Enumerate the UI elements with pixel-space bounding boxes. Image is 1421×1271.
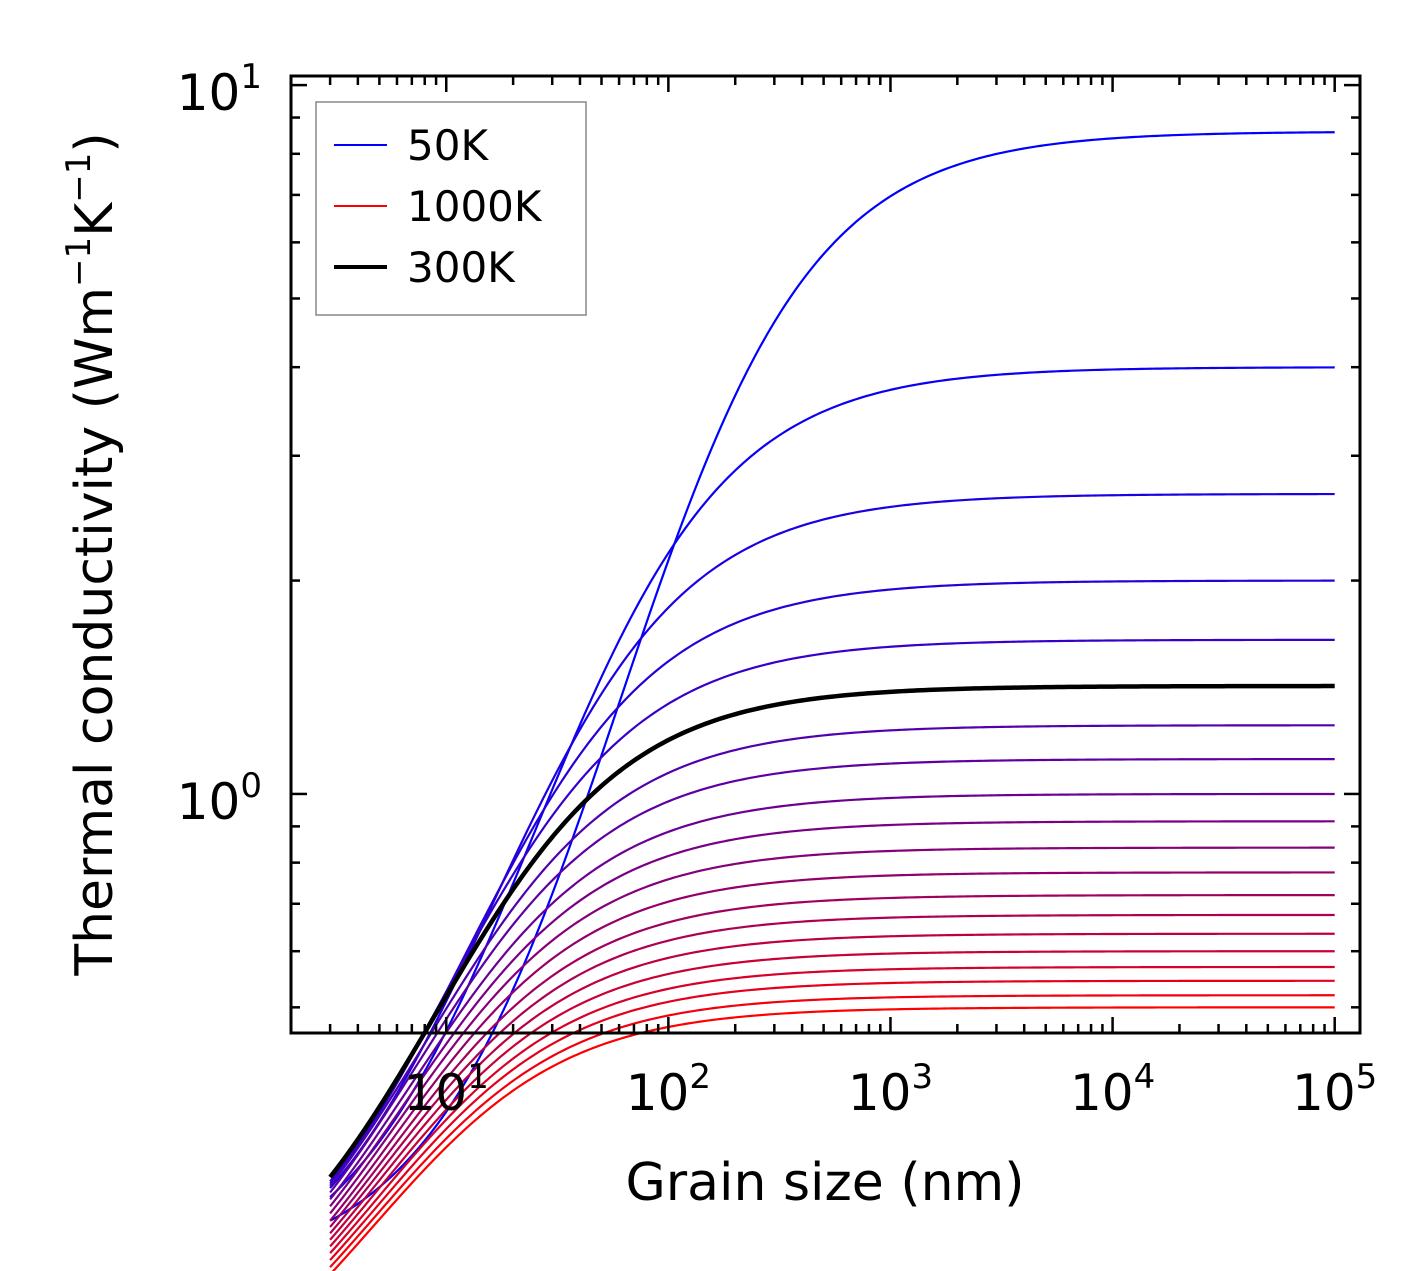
series-line-500k	[329, 820, 1335, 1207]
series-line-250k	[329, 638, 1335, 1183]
x-axis-label: Grain size (nm)	[625, 1153, 1024, 1213]
series-line-750k	[329, 932, 1335, 1241]
series-line-100k	[329, 366, 1335, 1198]
series-line-900k	[329, 979, 1335, 1261]
y-tick-label-1: 100	[177, 766, 262, 831]
series-line-350k	[329, 724, 1335, 1187]
series-line-400k	[329, 757, 1335, 1194]
legend-box	[315, 101, 587, 316]
plot-area-frame	[289, 74, 1362, 1035]
x-tick-label-10: 101	[404, 1057, 489, 1122]
x-tick-label-10000: 104	[1070, 1057, 1155, 1122]
series-line-450k	[329, 792, 1335, 1200]
series-line-850k	[329, 965, 1335, 1254]
series-line-950k	[329, 994, 1335, 1268]
y-axis-label-suffix: )	[65, 132, 125, 152]
series-line-650k	[329, 894, 1335, 1228]
series-line-1000k	[331, 1006, 1335, 1271]
y-axis-label-sup1: −1	[59, 237, 99, 287]
series-line-200k	[329, 579, 1335, 1185]
y-axis-label: Thermal conductivity (Wm−1K−1)	[59, 132, 125, 976]
x-tick-label-100: 102	[626, 1057, 711, 1122]
y-axis-label-sup2: −1	[59, 153, 99, 203]
y-axis-label-mid: K	[65, 201, 125, 237]
y-tick-label-10: 101	[177, 57, 262, 122]
series-line-300k	[328, 683, 1335, 1179]
tick-labels-layer: 101 102 103 104 105 100 101	[177, 57, 1378, 1122]
series-line-700k	[329, 913, 1335, 1234]
y-axis-label-prefix: Thermal conductivity (Wm	[65, 287, 125, 977]
series-layer	[328, 131, 1335, 1271]
legend: 50K 1000K 300K	[315, 101, 587, 316]
legend-label-50k: 50K	[407, 121, 489, 170]
x-tick-label-100000: 105	[1292, 1057, 1377, 1122]
legend-label-1000k: 1000K	[407, 182, 543, 231]
x-tick-label-1000: 103	[848, 1057, 933, 1122]
series-line-600k	[329, 871, 1335, 1222]
legend-label-300k: 300K	[407, 243, 516, 292]
series-line-800k	[329, 950, 1335, 1248]
series-line-550k	[329, 846, 1335, 1215]
